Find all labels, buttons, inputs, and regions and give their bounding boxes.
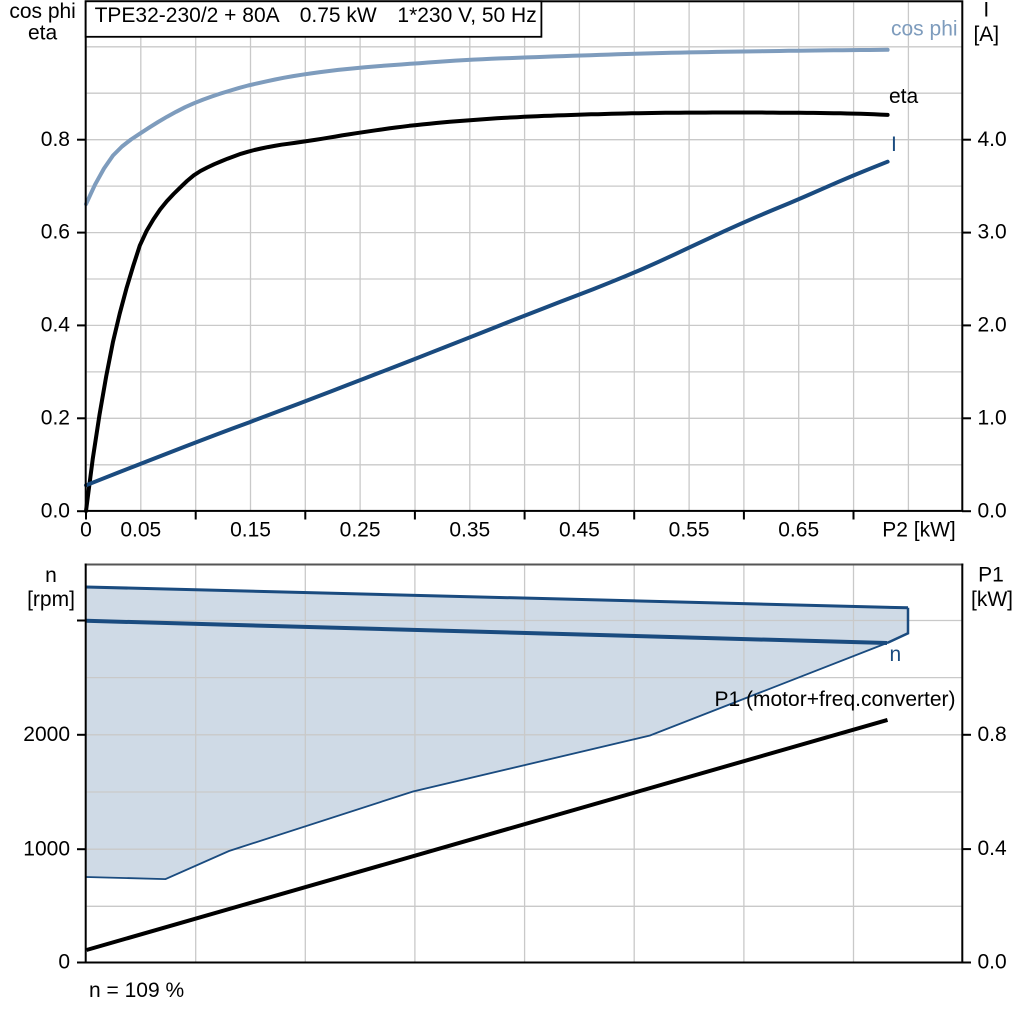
svg-text:0.4: 0.4	[978, 837, 1008, 860]
svg-text:I: I	[891, 133, 897, 156]
svg-text:0.15: 0.15	[230, 519, 271, 542]
svg-text:4.0: 4.0	[978, 128, 1007, 151]
svg-text:0.0: 0.0	[978, 951, 1007, 974]
svg-text:1*230 V, 50 Hz: 1*230 V, 50 Hz	[397, 4, 536, 27]
svg-text:cos phi: cos phi	[9, 0, 76, 23]
svg-text:0: 0	[80, 519, 92, 542]
svg-text:TPE32-230/2 + 80A: TPE32-230/2 + 80A	[95, 4, 280, 27]
svg-text:[A]: [A]	[973, 23, 999, 46]
svg-text:0.8: 0.8	[41, 128, 70, 151]
svg-text:P2 [kW]: P2 [kW]	[882, 519, 956, 542]
svg-text:0.25: 0.25	[340, 519, 381, 542]
svg-text:1.0: 1.0	[978, 406, 1007, 429]
svg-text:P1: P1	[978, 564, 1004, 587]
svg-text:0.0: 0.0	[978, 499, 1007, 522]
svg-text:n: n	[45, 564, 57, 587]
svg-text:0.35: 0.35	[449, 519, 490, 542]
svg-text:0.75 kW: 0.75 kW	[300, 4, 377, 27]
svg-text:0.8: 0.8	[978, 723, 1007, 746]
svg-text:0.6: 0.6	[41, 221, 70, 244]
svg-text:0.65: 0.65	[778, 519, 819, 542]
svg-text:eta: eta	[28, 22, 58, 45]
svg-text:eta: eta	[889, 85, 919, 108]
svg-text:I: I	[983, 0, 989, 21]
svg-text:0.45: 0.45	[559, 519, 600, 542]
svg-text:0: 0	[58, 951, 70, 974]
svg-text:0.05: 0.05	[120, 519, 161, 542]
svg-text:[kW]: [kW]	[971, 588, 1013, 611]
svg-text:0.2: 0.2	[41, 406, 70, 429]
svg-text:cos phi: cos phi	[891, 18, 958, 41]
svg-text:[rpm]: [rpm]	[27, 588, 75, 611]
svg-text:0.0: 0.0	[41, 499, 70, 522]
svg-text:n = 109 %: n = 109 %	[89, 979, 184, 1002]
svg-text:3.0: 3.0	[978, 221, 1007, 244]
svg-text:n: n	[890, 643, 902, 666]
svg-text:P1 (motor+freq.converter): P1 (motor+freq.converter)	[715, 688, 956, 711]
svg-text:1000: 1000	[23, 837, 70, 860]
svg-text:2000: 2000	[23, 723, 70, 746]
svg-text:0.4: 0.4	[41, 314, 71, 337]
svg-text:2.0: 2.0	[978, 314, 1007, 337]
svg-text:0.55: 0.55	[669, 519, 710, 542]
